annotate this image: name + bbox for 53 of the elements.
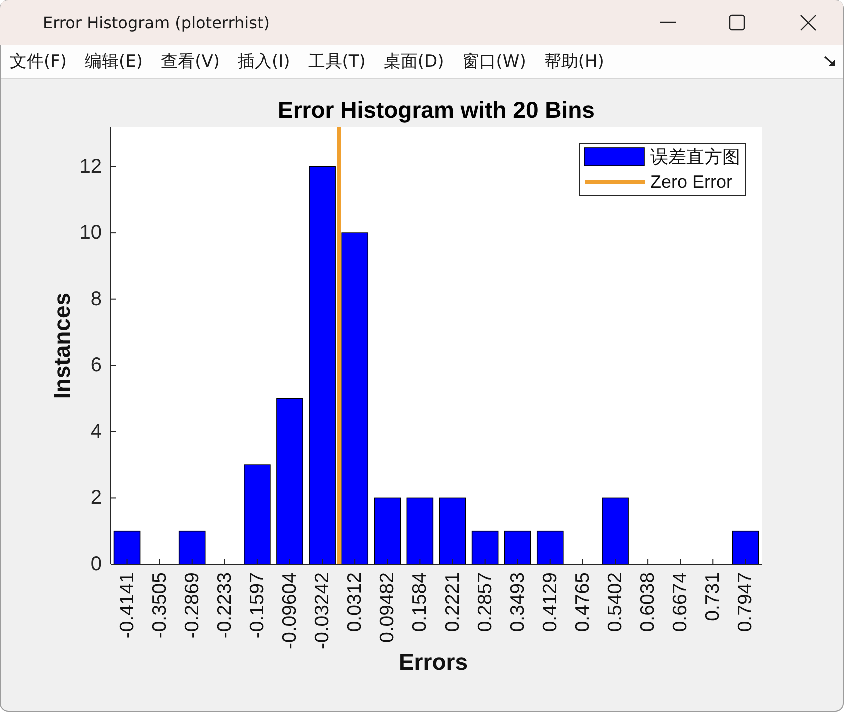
bar	[439, 498, 466, 565]
y-tick-label: 6	[90, 354, 102, 377]
bar	[374, 498, 402, 565]
bar	[536, 530, 564, 565]
y-tick-label: 10	[80, 222, 102, 244]
x-tick-label: 0.09482	[376, 572, 399, 643]
menu-item: 查看(V)	[161, 52, 220, 72]
x-tick-label: 0.731	[702, 572, 724, 622]
bar	[178, 530, 206, 565]
menu-item: 桌面(D)	[384, 52, 444, 72]
y-tick-label: 2	[90, 487, 102, 510]
x-tick-label: 0.4129	[539, 572, 562, 632]
x-tick-label: -0.1597	[246, 572, 268, 639]
x-tick-label: 0.5402	[604, 572, 627, 632]
y-tick-label: 0	[90, 554, 102, 576]
x-tick-label: 0.7947	[734, 572, 757, 632]
x-tick-label: 0.1584	[409, 572, 432, 632]
x-tick-label: 0.2221	[442, 572, 464, 632]
bar	[406, 498, 434, 565]
x-tick-label: -0.4141	[116, 572, 138, 639]
bar	[504, 530, 532, 565]
x-tick-label: 0.6038	[637, 572, 660, 632]
menu-item: 帮助(H)	[544, 52, 604, 72]
x-tick-label: -0.2869	[181, 572, 204, 639]
menu-item: 文件(F)	[10, 52, 68, 72]
legend-label: Zero Error	[650, 172, 733, 192]
x-tick-label: 0.3493	[506, 572, 529, 632]
x-tick-label: -0.2233	[214, 572, 236, 639]
x-axis-title: Errors	[398, 649, 468, 675]
window-title: Error Histogram (ploterrhist)	[43, 14, 270, 32]
bar	[472, 530, 499, 565]
bar	[276, 398, 304, 565]
menu-item: 插入(I)	[238, 52, 290, 72]
x-tick-label: 0.6674	[670, 572, 692, 632]
chart-title: Error Histogram with 20 Bins	[278, 97, 595, 123]
y-tick-label: 4	[90, 420, 102, 443]
legend-label: 误差直方图	[650, 147, 740, 167]
menu-item: 窗口(W)	[462, 52, 526, 72]
bar	[114, 530, 141, 565]
x-tick-label: 0.2857	[474, 572, 496, 632]
menu-item: 编辑(E)	[85, 52, 144, 72]
x-tick-label: -0.3505	[148, 572, 171, 639]
x-tick-label: 0.4765	[572, 572, 594, 632]
menu-item: 工具(T)	[308, 52, 366, 72]
y-axis-title: Instances	[49, 292, 75, 400]
x-tick-label: -0.03242	[312, 572, 334, 650]
y-tick-label: 8	[90, 288, 102, 310]
bar	[602, 498, 629, 565]
x-tick-label: -0.09604	[279, 572, 301, 650]
y-tick-label: 12	[80, 156, 102, 178]
bar	[244, 464, 271, 565]
x-tick-label: 0.0312	[344, 572, 366, 632]
bar	[732, 530, 760, 565]
